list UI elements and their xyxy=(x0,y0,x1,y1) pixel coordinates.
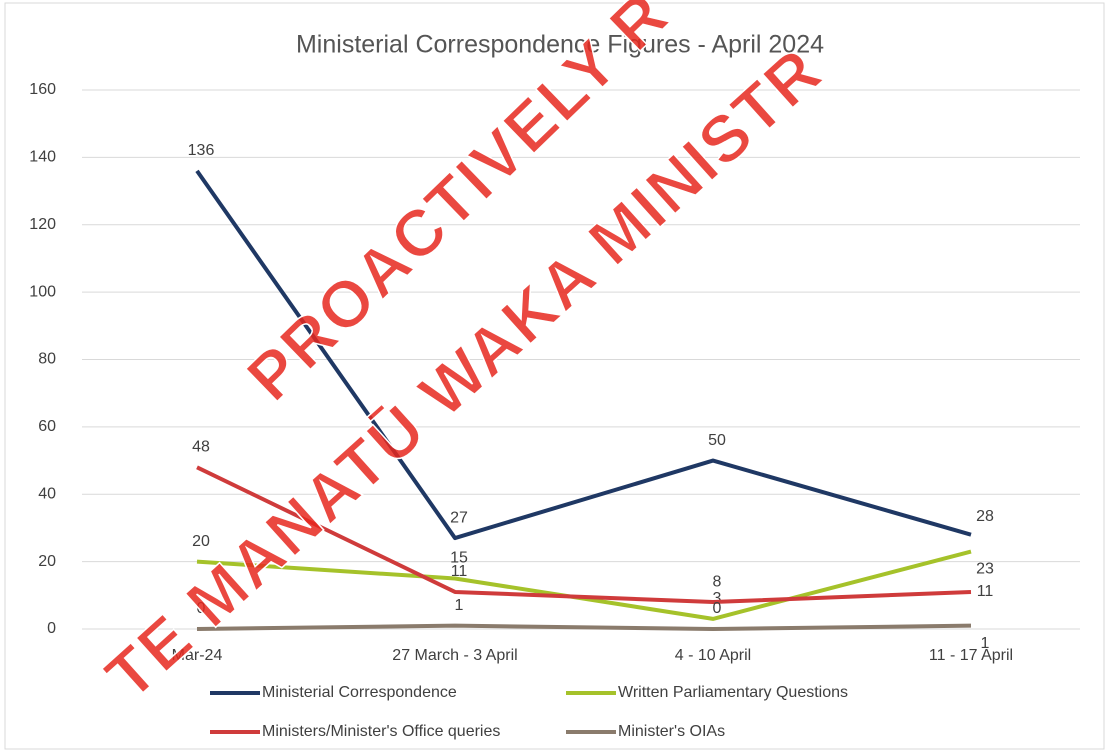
y-tick-label: 0 xyxy=(47,620,56,637)
data-label: 136 xyxy=(188,142,215,159)
series-line xyxy=(195,169,972,541)
x-tick-label: 11 - 17 April xyxy=(929,647,1013,664)
y-tick-label: 140 xyxy=(29,149,56,166)
data-label: 11 xyxy=(451,563,468,580)
y-tick-label: 40 xyxy=(38,485,56,502)
data-label: 20 xyxy=(192,533,210,550)
y-tick-label: 160 xyxy=(29,81,56,98)
data-label: 1 xyxy=(981,635,990,652)
data-label: 27 xyxy=(450,509,468,526)
data-label: 23 xyxy=(976,561,994,578)
data-label: 15 xyxy=(450,550,468,567)
data-label: 48 xyxy=(192,439,210,456)
data-label: 11 xyxy=(977,583,994,600)
legend-label: Ministerial Correspondence xyxy=(262,684,457,701)
data-label: 3 xyxy=(713,590,722,607)
data-label: 50 xyxy=(708,432,726,449)
legend-label: Ministers/Minister's Office queries xyxy=(262,723,500,740)
series-line xyxy=(196,465,972,605)
x-tick-label: Mar-24 xyxy=(172,647,223,664)
y-tick-label: 20 xyxy=(38,553,56,570)
data-label: 0 xyxy=(197,600,206,617)
data-label: 8 xyxy=(713,573,722,590)
series-line xyxy=(196,623,972,631)
y-tick-label: 60 xyxy=(38,418,56,435)
y-tick-label: 120 xyxy=(29,216,56,233)
data-label: 28 xyxy=(976,508,994,525)
y-tick-label: 80 xyxy=(38,351,56,368)
chart-title: Ministerial Correspondence Figures - Apr… xyxy=(296,31,824,59)
legend-label: Written Parliamentary Questions xyxy=(618,684,848,701)
data-label: 1 xyxy=(455,597,464,614)
x-tick-label: 4 - 10 April xyxy=(675,647,751,664)
legend-label: Minister's OIAs xyxy=(618,723,725,740)
x-tick-label: 27 March - 3 April xyxy=(392,647,517,664)
y-tick-label: 100 xyxy=(29,283,56,300)
data-label: 0 xyxy=(713,600,722,617)
